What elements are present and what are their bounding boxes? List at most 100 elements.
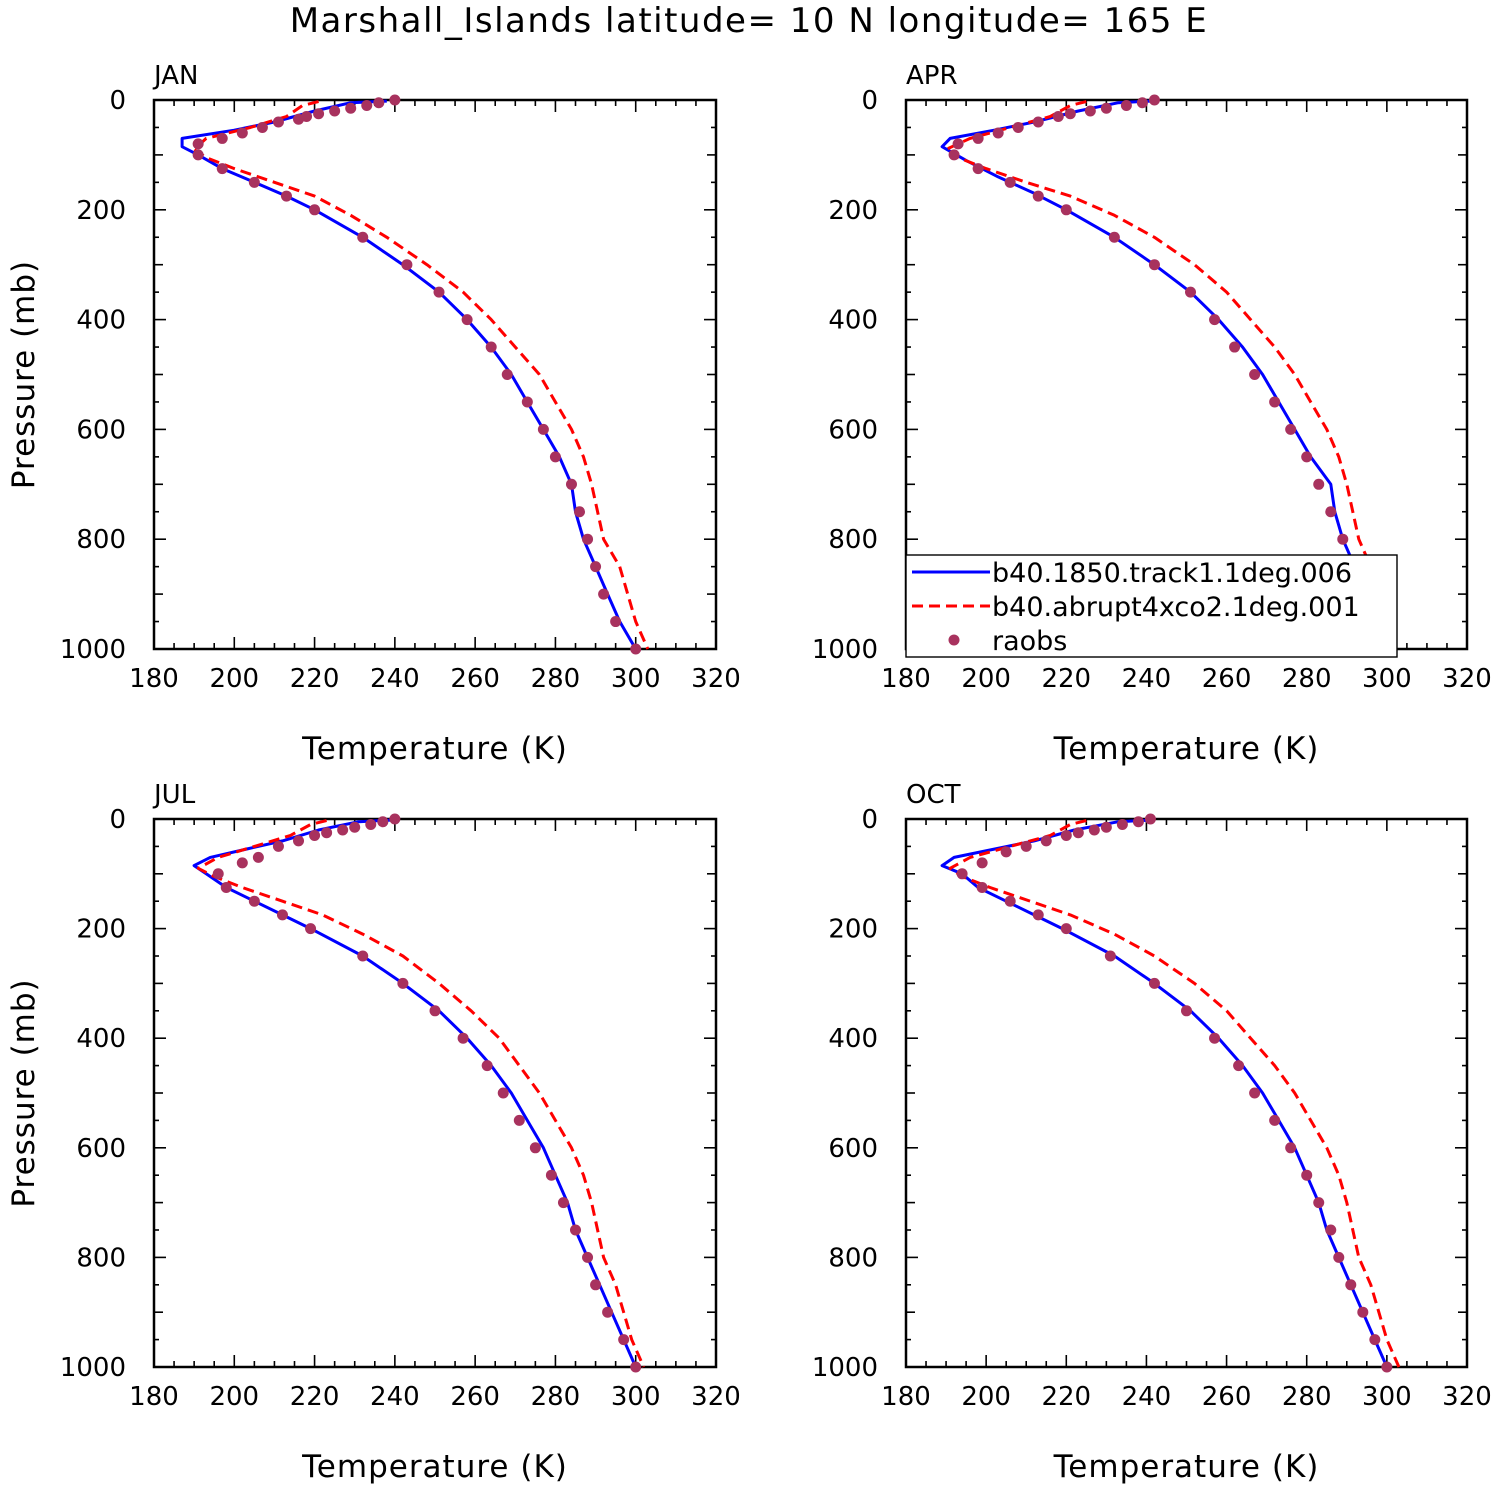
series-group [180,94,650,655]
x-tick-label: 320 [1442,664,1492,694]
series-line-control [192,818,638,1368]
raobs-point [1116,818,1128,830]
raobs-point [256,121,268,133]
raobs-point [1233,1060,1245,1072]
raobs-point [1301,451,1313,463]
x-tick-label: 280 [1282,1382,1332,1412]
x-tick-label: 220 [290,1382,340,1412]
panel-label: OCT [906,780,961,810]
raobs-point [361,99,373,111]
raobs-point [972,132,984,144]
raobs-point [389,813,401,825]
raobs-point [481,1060,493,1072]
raobs-point [557,1197,569,1209]
raobs-point [293,113,305,125]
raobs-point [1313,1197,1325,1209]
x-tick-label: 200 [961,1382,1011,1412]
raobs-point [598,588,610,600]
panel-jul: 180 200 220 240 260 280 300 320 0 200 400 600 800 100… [6,780,741,1485]
panel-apr: 180 200 220 240 260 280 300 320 0 200 400 600 800 100… [812,61,1492,767]
raobs-point [1148,259,1160,271]
y-tick-label: 200 [828,196,878,226]
raobs-point [305,923,317,935]
y-tick-label: 200 [76,196,126,226]
raobs-point [545,1169,557,1181]
raobs-point [1064,108,1076,120]
x-tick-label: 200 [961,664,1011,694]
raobs-point [309,829,321,841]
x-tick-label: 200 [209,1382,259,1412]
raobs-point [1104,950,1116,962]
legend: b40.1850.track1.1deg.006b40.abrupt4xco2.… [905,554,1398,658]
raobs-point [248,176,260,188]
raobs-point [313,108,325,120]
x-tick-label: 180 [129,664,179,694]
series-group [192,813,646,1373]
raobs-point [1132,816,1144,828]
raobs-point [1369,1334,1381,1346]
raobs-point [192,138,204,150]
x-axis-title: Temperature (K) [301,731,568,767]
x-axis-title: Temperature (K) [1053,731,1320,767]
raobs-point [272,116,284,128]
raobs-point [1209,1032,1221,1044]
x-tick-label: 260 [450,1382,500,1412]
raobs-point [252,851,264,863]
legend-label-control: b40.1850.track1.1deg.006 [992,558,1352,589]
series-line-abrupt4xco2 [196,819,646,1368]
series-line-abrupt4xco2 [944,100,1397,650]
x-tick-label: 260 [1202,664,1252,694]
raobs-point [429,1005,441,1017]
y-tick-label: 0 [109,805,126,835]
raobs-point [1269,396,1281,408]
x-tick-label: 240 [1122,1382,1172,1412]
x-tick-label: 320 [1442,1382,1492,1412]
plot-frame [152,98,718,651]
raobs-point [630,643,642,655]
raobs-point [630,1361,642,1373]
raobs-point [1249,1087,1261,1099]
y-tick-label: 400 [76,1024,126,1054]
raobs-point [321,827,333,839]
x-tick-label: 320 [691,664,741,694]
series-line-abrupt4xco2 [948,819,1401,1368]
y-tick-label: 0 [861,86,878,116]
raobs-point [457,1032,469,1044]
raobs-point [248,895,260,907]
x-tick-label: 300 [611,1382,661,1412]
raobs-point [1181,1005,1192,1017]
panel-label: JUL [152,780,196,810]
plot-frame [904,817,1469,1369]
raobs-point [992,127,1004,139]
raobs-point [521,396,533,408]
x-tick-label: 220 [1041,1382,1091,1412]
raobs-point [1120,99,1132,111]
raobs-point [618,1334,630,1346]
y-tick-label: 600 [76,1134,126,1164]
raobs-point [1004,895,1016,907]
raobs-point [1148,94,1160,106]
raobs-point [236,857,248,869]
raobs-point [501,369,513,380]
x-tick-label: 180 [881,1382,931,1412]
legend-marker-raobs [948,634,960,646]
series-group [940,94,1397,655]
raobs-point [329,105,341,117]
y-tick-label: 400 [76,306,126,336]
x-tick-label: 180 [881,664,931,694]
raobs-point [590,1279,602,1291]
series-line-control [180,99,637,650]
y-tick-label: 200 [828,915,878,945]
raobs-point [1285,1142,1297,1154]
y-tick-label: 600 [828,415,878,445]
x-tick-label: 220 [290,664,340,694]
panel-oct: 180 200 220 240 260 280 300 320 0 200 400 600 800 100… [812,780,1492,1485]
raobs-point [236,127,248,139]
y-tick-label: 1000 [812,1353,878,1383]
raobs-point [401,259,413,271]
raobs-point [345,102,357,114]
y-tick-label: 1000 [812,635,878,665]
raobs-point [377,816,389,828]
raobs-point [574,506,586,518]
raobs-point [1088,824,1100,836]
